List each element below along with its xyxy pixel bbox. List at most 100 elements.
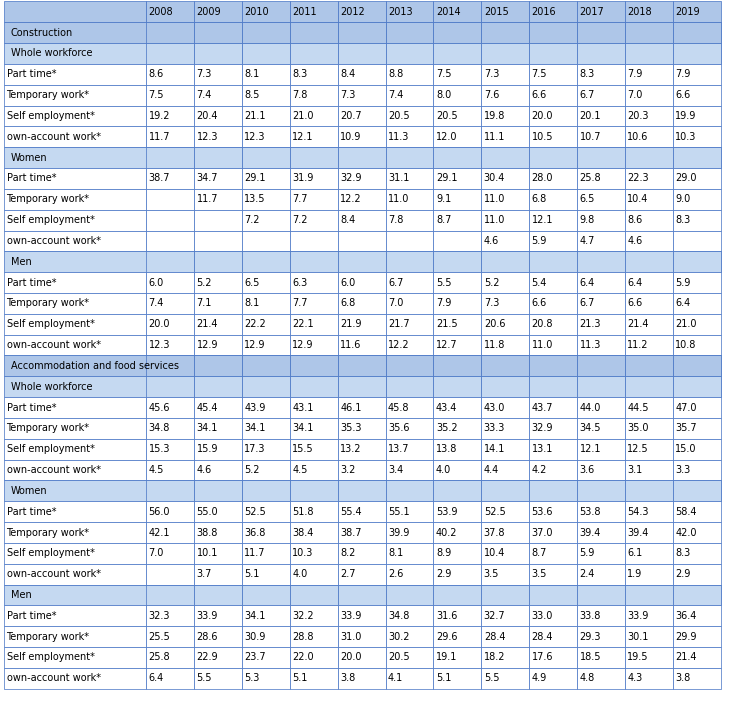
- Bar: [242, 585, 289, 605]
- Text: 28.8: 28.8: [292, 632, 314, 642]
- Text: 23.7: 23.7: [244, 652, 266, 662]
- Bar: [338, 293, 386, 313]
- Bar: [673, 147, 721, 168]
- Text: 22.9: 22.9: [197, 652, 218, 662]
- Text: 12.9: 12.9: [292, 340, 314, 350]
- Text: 2012: 2012: [340, 7, 365, 17]
- Bar: [625, 230, 673, 251]
- Bar: [673, 522, 721, 543]
- Bar: [4, 563, 146, 585]
- Text: 3.8: 3.8: [675, 674, 691, 683]
- Text: 3.3: 3.3: [675, 465, 691, 475]
- Text: 5.2: 5.2: [244, 465, 260, 475]
- Text: Self employment*: Self employment*: [7, 549, 94, 558]
- Bar: [289, 272, 338, 293]
- Text: 44.5: 44.5: [627, 402, 649, 412]
- Bar: [433, 105, 482, 126]
- Bar: [289, 376, 338, 397]
- Bar: [529, 522, 577, 543]
- Text: 43.0: 43.0: [484, 402, 505, 412]
- Text: 29.9: 29.9: [675, 632, 697, 642]
- Bar: [194, 438, 242, 460]
- Text: 38.8: 38.8: [197, 527, 218, 537]
- Bar: [482, 64, 529, 85]
- Text: 20.5: 20.5: [388, 652, 409, 662]
- Bar: [338, 543, 386, 563]
- Bar: [338, 22, 386, 43]
- Text: 33.8: 33.8: [580, 611, 601, 621]
- Text: 21.9: 21.9: [340, 319, 362, 329]
- Bar: [146, 85, 194, 105]
- Text: 21.4: 21.4: [197, 319, 218, 329]
- Text: 58.4: 58.4: [675, 507, 697, 517]
- Bar: [482, 522, 529, 543]
- Bar: [673, 126, 721, 147]
- Bar: [625, 293, 673, 313]
- Text: 7.9: 7.9: [436, 299, 451, 309]
- Bar: [194, 376, 242, 397]
- Bar: [625, 668, 673, 688]
- Text: 7.4: 7.4: [148, 299, 164, 309]
- Bar: [625, 126, 673, 147]
- Bar: [4, 293, 146, 313]
- Bar: [625, 543, 673, 563]
- Bar: [289, 126, 338, 147]
- Text: 39.4: 39.4: [627, 527, 649, 537]
- Bar: [529, 210, 577, 230]
- Bar: [673, 563, 721, 585]
- Bar: [577, 189, 625, 210]
- Bar: [577, 376, 625, 397]
- Bar: [529, 272, 577, 293]
- Bar: [146, 126, 194, 147]
- Text: 20.0: 20.0: [148, 319, 170, 329]
- Bar: [625, 43, 673, 64]
- Text: 43.1: 43.1: [292, 402, 314, 412]
- Bar: [433, 272, 482, 293]
- Bar: [146, 647, 194, 668]
- Text: 4.4: 4.4: [484, 465, 499, 475]
- Text: 38.7: 38.7: [148, 174, 170, 184]
- Text: 33.9: 33.9: [627, 611, 649, 621]
- Bar: [386, 105, 433, 126]
- Bar: [386, 355, 433, 376]
- Bar: [194, 585, 242, 605]
- Text: 5.1: 5.1: [436, 674, 451, 683]
- Text: 7.6: 7.6: [484, 90, 499, 100]
- Bar: [577, 480, 625, 501]
- Bar: [386, 22, 433, 43]
- Text: 22.3: 22.3: [627, 174, 649, 184]
- Bar: [577, 605, 625, 626]
- Bar: [289, 605, 338, 626]
- Bar: [433, 1, 482, 22]
- Bar: [386, 647, 433, 668]
- Text: 4.1: 4.1: [388, 674, 404, 683]
- Bar: [482, 460, 529, 480]
- Bar: [577, 105, 625, 126]
- Text: 11.0: 11.0: [484, 194, 505, 204]
- Bar: [577, 335, 625, 355]
- Text: 4.5: 4.5: [148, 465, 164, 475]
- Text: 5.9: 5.9: [580, 549, 595, 558]
- Text: 15.5: 15.5: [292, 444, 314, 454]
- Text: 18.5: 18.5: [580, 652, 601, 662]
- Text: 8.2: 8.2: [340, 549, 355, 558]
- Text: 7.8: 7.8: [388, 215, 404, 225]
- Bar: [146, 43, 194, 64]
- Bar: [338, 335, 386, 355]
- Text: own-account work*: own-account work*: [7, 236, 100, 246]
- Bar: [482, 147, 529, 168]
- Text: 25.8: 25.8: [148, 652, 170, 662]
- Text: 28.6: 28.6: [197, 632, 218, 642]
- Text: Whole workforce: Whole workforce: [11, 49, 92, 59]
- Text: 4.2: 4.2: [531, 465, 547, 475]
- Bar: [433, 522, 482, 543]
- Bar: [577, 438, 625, 460]
- Text: 7.9: 7.9: [675, 69, 691, 79]
- Text: 31.9: 31.9: [292, 174, 314, 184]
- Bar: [433, 376, 482, 397]
- Bar: [242, 647, 289, 668]
- Text: 12.2: 12.2: [388, 340, 409, 350]
- Bar: [289, 626, 338, 647]
- Text: 11.3: 11.3: [580, 340, 601, 350]
- Text: 12.3: 12.3: [197, 132, 218, 142]
